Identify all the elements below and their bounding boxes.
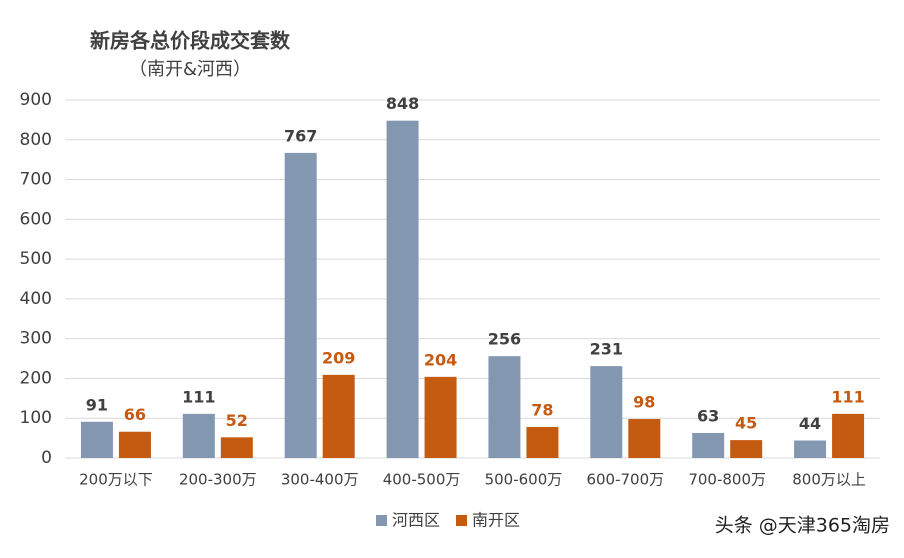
bar <box>284 152 317 458</box>
bar <box>182 413 215 458</box>
legend-swatch <box>376 515 387 526</box>
y-tick-label: 400 <box>20 289 52 309</box>
y-tick-label: 500 <box>20 249 52 269</box>
bar <box>488 356 521 458</box>
value-label: 78 <box>531 400 553 419</box>
legend-swatch <box>456 515 467 526</box>
value-label: 256 <box>488 330 521 349</box>
x-tick-label: 200-300万 <box>179 471 257 489</box>
value-label: 111 <box>182 387 215 406</box>
bar <box>590 366 623 458</box>
bar <box>794 440 827 458</box>
value-label: 204 <box>424 350 457 369</box>
source-watermark: 头条 @天津365淘房 <box>715 515 890 537</box>
chart-subtitle: （南开&河西） <box>129 59 251 80</box>
value-label: 91 <box>86 395 108 414</box>
x-tick-label: 600-700万 <box>586 471 664 489</box>
value-label: 848 <box>386 94 419 113</box>
x-tick-label: 800万以上 <box>792 471 866 489</box>
y-tick-label: 100 <box>20 408 52 428</box>
x-tick-label: 200万以下 <box>79 471 153 489</box>
legend-label: 河西区 <box>392 511 440 530</box>
x-tick-label: 700-800万 <box>688 471 766 489</box>
bar <box>730 440 763 458</box>
value-label: 209 <box>322 348 355 367</box>
y-tick-label: 700 <box>20 170 52 190</box>
value-label: 44 <box>799 414 821 433</box>
value-label: 231 <box>590 340 623 359</box>
x-tick-label: 300-400万 <box>281 471 359 489</box>
value-label: 63 <box>697 406 719 425</box>
x-tick-label: 400-500万 <box>383 471 461 489</box>
legend-label: 南开区 <box>472 511 520 530</box>
value-label: 66 <box>124 405 146 424</box>
value-label: 98 <box>633 393 655 412</box>
y-tick-label: 0 <box>41 448 52 468</box>
bar <box>692 432 725 458</box>
y-tick-label: 200 <box>20 368 52 388</box>
y-tick-label: 300 <box>20 329 52 349</box>
value-label: 767 <box>284 126 317 145</box>
y-tick-label: 600 <box>20 209 52 229</box>
value-label: 52 <box>226 411 248 430</box>
bar <box>80 421 113 458</box>
bar <box>386 120 419 458</box>
bar <box>628 419 661 458</box>
bar <box>118 431 151 458</box>
x-tick-label: 500-600万 <box>485 471 563 489</box>
y-tick-label: 900 <box>20 90 52 110</box>
chart-title: 新房各总价段成交套数 <box>90 29 291 53</box>
bar <box>322 374 355 458</box>
bar <box>832 413 865 458</box>
bar <box>424 376 457 458</box>
bar <box>526 426 559 458</box>
bar <box>220 437 253 458</box>
value-label: 111 <box>831 387 864 406</box>
value-label: 45 <box>735 414 757 433</box>
y-tick-label: 800 <box>20 130 52 150</box>
